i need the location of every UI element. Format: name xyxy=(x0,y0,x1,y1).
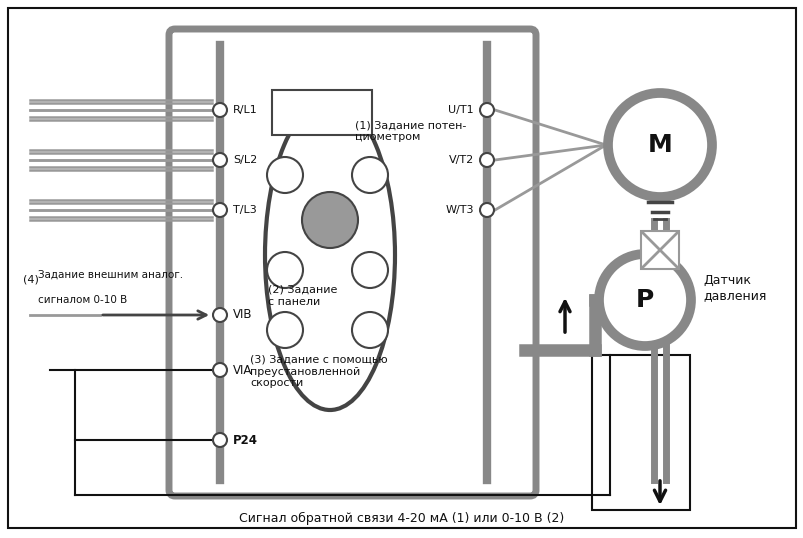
Text: VIA: VIA xyxy=(233,364,252,377)
Circle shape xyxy=(213,363,226,377)
Bar xyxy=(271,90,372,135)
Circle shape xyxy=(352,157,388,193)
Text: W/T3: W/T3 xyxy=(445,205,474,215)
Text: (4): (4) xyxy=(23,275,39,285)
Ellipse shape xyxy=(265,100,394,410)
Text: Сигнал обратной связи 4-20 мА (1) или 0-10 В (2): Сигнал обратной связи 4-20 мА (1) или 0-… xyxy=(239,512,564,525)
Text: S/L2: S/L2 xyxy=(233,155,257,165)
Text: P24: P24 xyxy=(233,434,258,447)
Circle shape xyxy=(213,103,226,117)
Circle shape xyxy=(213,433,226,447)
Text: (2) Задание
с панели: (2) Задание с панели xyxy=(267,285,337,307)
Circle shape xyxy=(352,252,388,288)
Text: сигналом 0-10 В: сигналом 0-10 В xyxy=(38,295,127,305)
Circle shape xyxy=(267,312,303,348)
Circle shape xyxy=(607,93,711,197)
Text: T/L3: T/L3 xyxy=(233,205,256,215)
Text: U/T1: U/T1 xyxy=(448,105,474,115)
Circle shape xyxy=(213,203,226,217)
Circle shape xyxy=(352,312,388,348)
Circle shape xyxy=(213,308,226,322)
Text: V/T2: V/T2 xyxy=(448,155,474,165)
Text: M: M xyxy=(647,133,671,157)
Text: (1) Задание потен-
циометром: (1) Задание потен- циометром xyxy=(355,120,466,141)
Circle shape xyxy=(267,157,303,193)
Circle shape xyxy=(479,203,493,217)
Bar xyxy=(591,355,689,510)
Text: Задание внешним аналог.: Задание внешним аналог. xyxy=(38,270,183,280)
FancyBboxPatch shape xyxy=(169,29,536,496)
Text: VIB: VIB xyxy=(233,308,252,322)
Circle shape xyxy=(213,153,226,167)
Bar xyxy=(640,231,679,269)
Circle shape xyxy=(302,192,357,248)
Circle shape xyxy=(598,254,690,346)
Circle shape xyxy=(267,252,303,288)
Text: P: P xyxy=(635,288,654,312)
Text: R/L1: R/L1 xyxy=(233,105,258,115)
Circle shape xyxy=(479,103,493,117)
Text: Датчик
давления: Датчик давления xyxy=(702,274,765,302)
Text: (3) Задание с помощью
преустановленной
скорости: (3) Задание с помощью преустановленной с… xyxy=(250,355,387,388)
Circle shape xyxy=(479,153,493,167)
